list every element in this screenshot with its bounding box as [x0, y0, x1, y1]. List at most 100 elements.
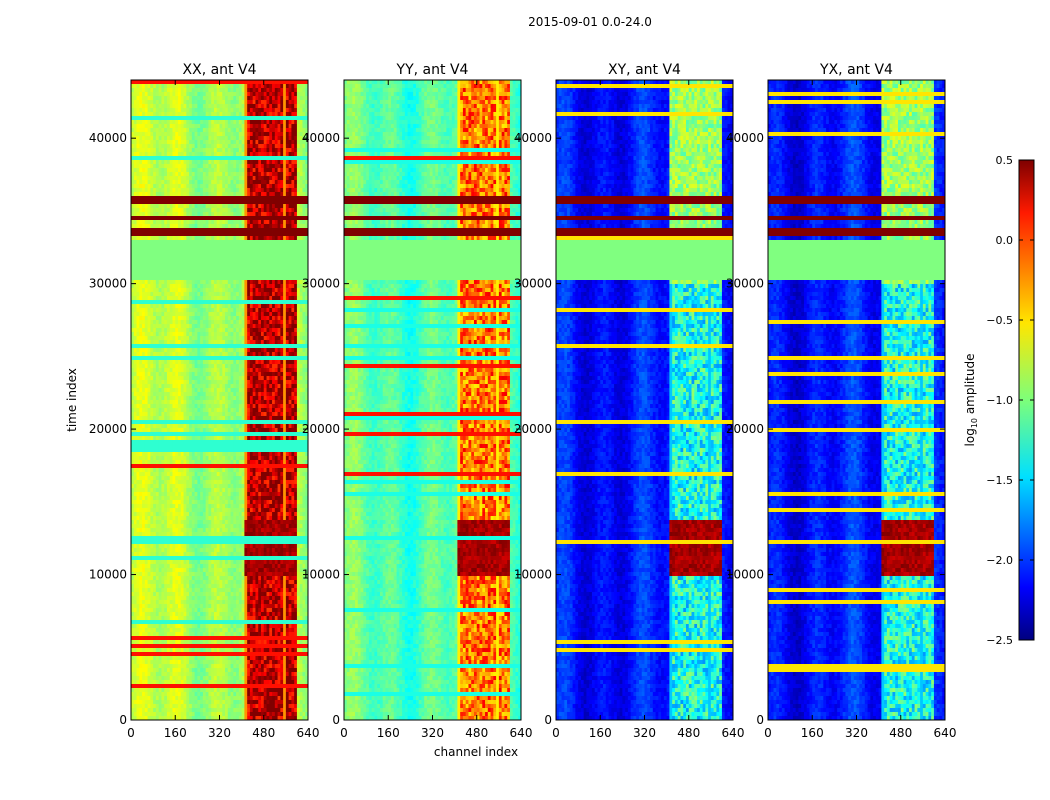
heatmap-cell [247, 92, 251, 97]
heatmap-cell [266, 208, 270, 213]
heatmap-cell [200, 272, 204, 277]
heatmap-cell [133, 88, 137, 93]
heatmap-cell [302, 344, 306, 349]
heatmap-cell [166, 156, 171, 161]
heatmap-cell [197, 352, 201, 357]
heatmap-cell [164, 196, 168, 201]
heatmap-cell [205, 352, 209, 357]
heatmap-cell [150, 268, 154, 273]
heatmap-cell [227, 164, 231, 169]
heatmap-cell [260, 80, 265, 85]
heatmap-cell [175, 336, 179, 341]
heatmap-cell [197, 360, 201, 365]
heatmap-cell [252, 116, 256, 121]
heatmap-cell [213, 328, 218, 333]
heatmap-cell [197, 212, 201, 217]
heatmap-cell [260, 200, 265, 205]
heatmap-cell [302, 332, 306, 337]
heatmap-cell [285, 280, 290, 285]
heatmap-cell [166, 188, 171, 193]
heatmap-cell [296, 184, 301, 189]
heatmap-cell [155, 260, 160, 265]
heatmap-cell [249, 124, 254, 129]
heatmap-cell [266, 176, 270, 181]
heatmap-cell [219, 180, 223, 185]
heatmap-cell [233, 308, 237, 313]
heatmap-cell [230, 300, 234, 305]
heatmap-cell [131, 204, 135, 209]
heatmap-cell [153, 148, 157, 153]
heatmap-cell [131, 100, 135, 105]
heatmap-cell [144, 256, 148, 261]
heatmap-cell [247, 236, 251, 241]
heatmap-cell [150, 200, 154, 205]
heatmap-cell [263, 236, 267, 241]
heatmap-cell [139, 360, 143, 365]
heatmap-cell [186, 164, 190, 169]
heatmap-cell [225, 100, 229, 105]
heatmap-cell [280, 304, 284, 309]
heatmap-cell [241, 348, 245, 353]
heatmap-cell [269, 236, 273, 241]
heatmap-cell [213, 168, 218, 173]
heatmap-cell [189, 144, 193, 149]
heatmap-cell [269, 324, 273, 329]
heatmap-cell [294, 240, 298, 245]
heatmap-cell [136, 372, 140, 377]
heatmap-cell [249, 156, 254, 161]
heatmap-cell [227, 316, 231, 321]
heatmap-cell [208, 344, 212, 349]
heatmap-cell [208, 296, 212, 301]
heatmap-cell [255, 224, 259, 229]
heatmap-cell [296, 160, 301, 165]
heatmap-cell [247, 296, 251, 301]
heatmap-cell [269, 364, 273, 369]
heatmap-cell [172, 192, 176, 197]
heatmap-cell [241, 296, 245, 301]
heatmap-cell [180, 364, 184, 369]
heatmap-cell [139, 336, 143, 341]
heatmap-cell [236, 136, 240, 141]
heatmap-cell [283, 220, 287, 225]
heatmap-cell [263, 164, 267, 169]
heatmap-cell [139, 220, 143, 225]
heatmap-cell [277, 188, 281, 193]
heatmap-cell [227, 364, 231, 369]
heatmap-cell [294, 352, 298, 357]
heatmap-cell [238, 232, 243, 237]
heatmap-cell [175, 148, 179, 153]
heatmap-cell [274, 248, 278, 253]
heatmap-cell [202, 336, 207, 341]
heatmap-cell [283, 240, 287, 245]
heatmap-cell [241, 112, 245, 117]
heatmap-cell [208, 244, 212, 249]
heatmap-cell [133, 340, 137, 345]
heatmap-cell [194, 228, 198, 233]
heatmap-cell [305, 236, 309, 241]
heatmap-cell [183, 292, 187, 297]
heatmap-cell [153, 112, 157, 117]
heatmap-cell [161, 192, 165, 197]
heatmap-cell [244, 176, 248, 181]
heatmap-cell [166, 224, 171, 229]
heatmap-cell [133, 364, 137, 369]
heatmap-cell [280, 192, 284, 197]
heatmap-cell [197, 344, 201, 349]
heatmap-cell [272, 280, 276, 285]
heatmap-cell [272, 300, 276, 305]
heatmap-cell [150, 356, 154, 361]
heatmap-cell [158, 308, 162, 313]
heatmap-cell [136, 236, 140, 241]
heatmap-cell [266, 256, 270, 261]
heatmap-cell [280, 332, 284, 337]
heatmap-cell [225, 332, 229, 337]
heatmap-cell [213, 172, 218, 177]
heatmap-cell [285, 188, 290, 193]
heatmap-cell [219, 364, 223, 369]
heatmap-cell [260, 284, 265, 289]
heatmap-cell [236, 152, 240, 157]
heatmap-cell [133, 208, 137, 213]
heatmap-cell [255, 268, 259, 273]
heatmap-cell [280, 128, 284, 133]
heatmap-cell [227, 268, 231, 273]
